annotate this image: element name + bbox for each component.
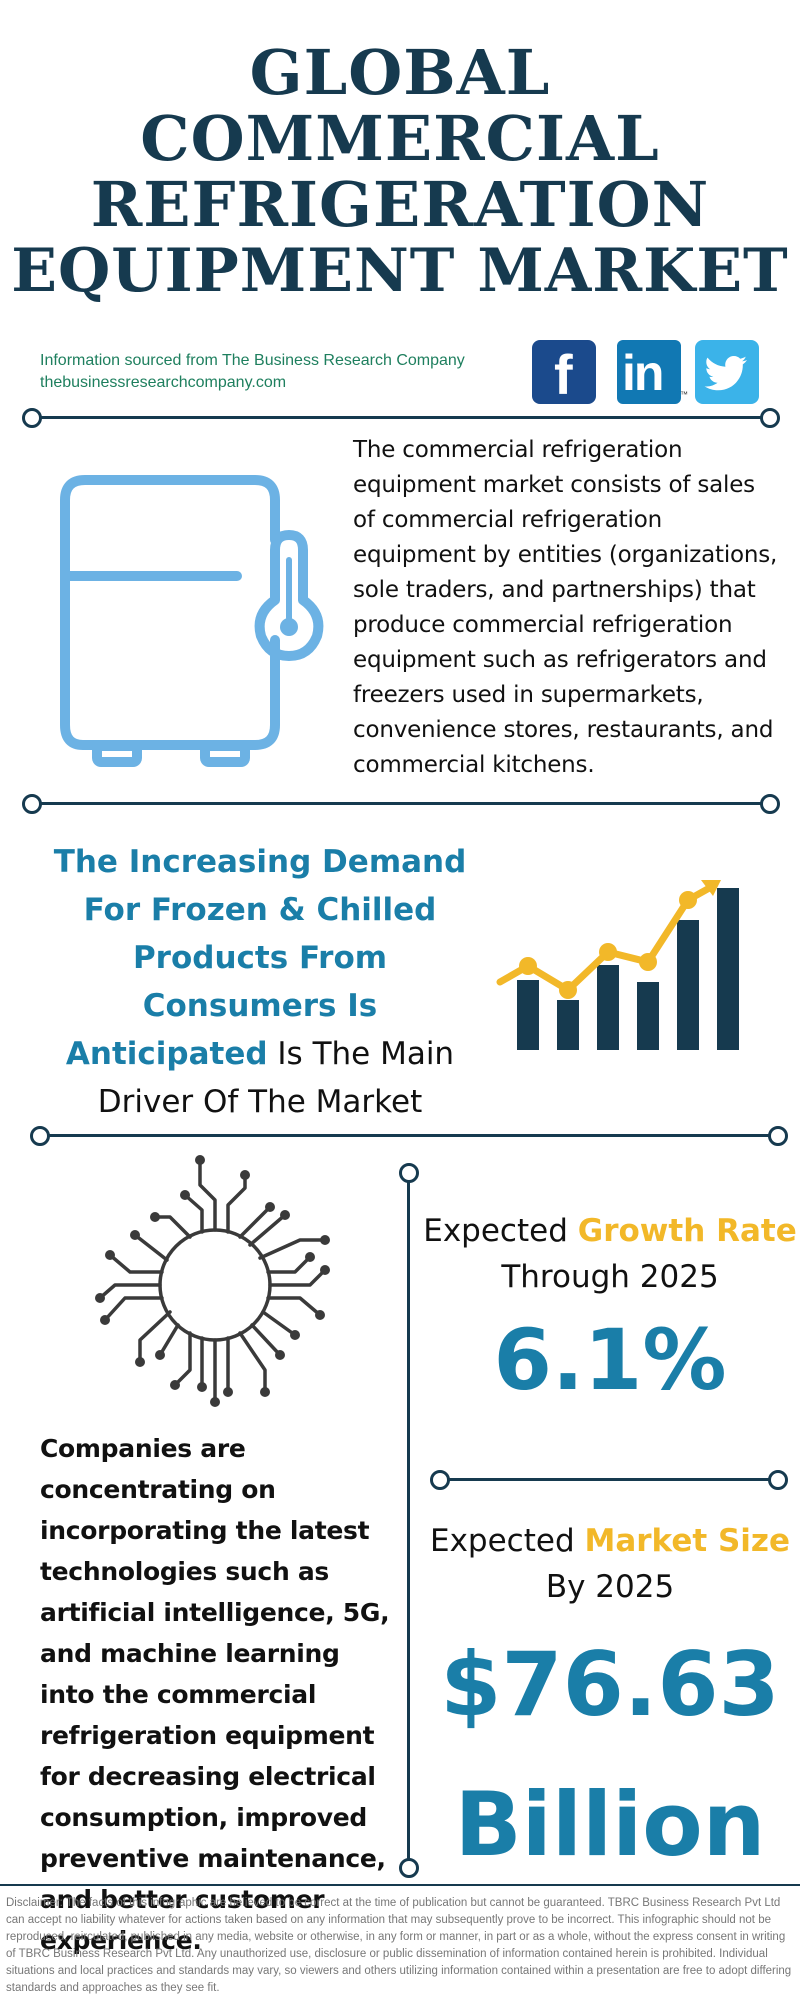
divider-2-left-dot <box>22 794 42 814</box>
growth-highlight: Growth Rate <box>577 1213 797 1249</box>
circuit-chip-icon <box>95 1155 330 1407</box>
divider-1-right-dot <box>760 408 780 428</box>
source-url[interactable]: thebusinessresearchcompany.com <box>40 374 287 391</box>
title-line-4: EQUIPMENT MARKET <box>11 236 789 306</box>
disclaimer-text: Disclaimer: The facts of this infographi… <box>6 1897 792 1994</box>
vertical-divider <box>407 1172 410 1868</box>
bar-chart-growth-icon <box>496 880 739 1050</box>
footer-divider <box>0 1884 800 1886</box>
growth-rate-value: 6.1% <box>493 1311 727 1409</box>
growth-prefix: Expected <box>423 1213 578 1249</box>
divider-4-right-dot <box>768 1470 788 1490</box>
divider-1 <box>30 416 770 419</box>
twitter-bird-icon <box>704 356 748 391</box>
divider-3-left-dot <box>30 1126 50 1146</box>
market-size-highlight: Market Size <box>584 1523 791 1559</box>
divider-4 <box>440 1478 778 1481</box>
driver-rest: Is The Main Driver Of The Market <box>97 1036 455 1120</box>
divider-2 <box>30 802 770 805</box>
linkedin-glyph: in <box>622 345 664 401</box>
facebook-glyph: f <box>554 343 573 406</box>
twitter-icon[interactable] <box>695 340 759 404</box>
vertical-divider-bottom-dot <box>399 1858 419 1878</box>
title-line-3: REFRIGERATION <box>90 168 710 241</box>
linkedin-icon[interactable]: in <box>617 340 681 404</box>
divider-4-left-dot <box>430 1470 450 1490</box>
market-size-period: By 2025 <box>545 1569 675 1605</box>
driver-highlight: The Increasing Demand For Frozen & Chill… <box>53 844 467 1072</box>
growth-rate-label: Expected Growth Rate Through 2025 <box>420 1208 800 1300</box>
linkedin-trademark: ™ <box>680 390 688 399</box>
vertical-divider-top-dot <box>399 1163 419 1183</box>
divider-3-right-dot <box>768 1126 788 1146</box>
divider-3 <box>40 1134 778 1137</box>
facebook-icon[interactable]: f <box>532 340 596 406</box>
page-title: GLOBAL COMMERCIAL REFRIGERATION EQUIPMEN… <box>0 36 800 306</box>
market-driver-text: The Increasing Demand For Frozen & Chill… <box>40 838 480 1126</box>
market-description: The commercial refrigeration equipment m… <box>353 437 778 778</box>
companies-technology-text: Companies are concentrating on incorpora… <box>40 1434 390 1955</box>
divider-1-left-dot <box>22 408 42 428</box>
market-size-value: $76.63 Billion <box>420 1615 800 1895</box>
source-info: Information sourced from The Business Re… <box>40 350 465 394</box>
divider-2-right-dot <box>760 794 780 814</box>
refrigerator-icon <box>60 475 324 767</box>
market-size-amount: $76.63 <box>440 1633 780 1736</box>
market-size-label: Expected Market Size By 2025 <box>420 1518 800 1610</box>
market-size-unit: Billion <box>454 1773 766 1876</box>
growth-period: Through 2025 <box>501 1259 719 1295</box>
market-size-prefix: Expected <box>430 1523 585 1559</box>
source-line: Information sourced from The Business Re… <box>40 352 465 369</box>
title-line-1: GLOBAL <box>249 36 551 109</box>
title-line-2: COMMERCIAL <box>140 102 660 175</box>
